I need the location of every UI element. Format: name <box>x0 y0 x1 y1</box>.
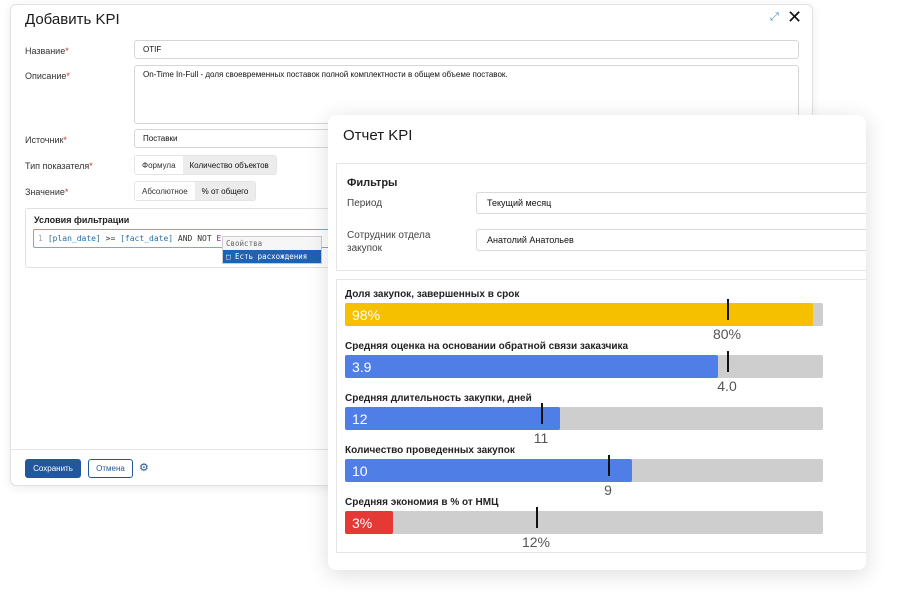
metric-target-marker <box>541 403 543 424</box>
source-label: Источник* <box>25 135 67 145</box>
metric-value: 10 <box>352 463 368 479</box>
name-field[interactable]: OTIF <box>134 40 799 59</box>
report-title: Отчет KPI <box>343 127 413 144</box>
code-operator: >= <box>105 234 116 243</box>
metric-target-marker <box>727 299 729 320</box>
metric-title: Доля закупок, завершенных в срок <box>345 289 520 300</box>
filters-title: Фильтры <box>347 177 398 189</box>
code-field-fact: [fact_date] <box>120 234 174 243</box>
value-percent[interactable]: % от общего <box>194 182 256 200</box>
metric-title: Средняя экономия в % от НМЦ <box>345 497 499 508</box>
close-icon[interactable]: ✕ <box>787 7 803 27</box>
autocomplete-item[interactable]: □ Есть расхождения <box>223 250 321 263</box>
metric-target-label: 4.0 <box>717 378 737 394</box>
indicator-type-toggle: Формула Количество объектов <box>134 155 277 175</box>
value-label: Значение* <box>25 187 69 197</box>
metric-target-marker <box>608 455 610 476</box>
save-button[interactable]: Сохранить <box>25 459 81 478</box>
metrics-card <box>336 279 866 553</box>
metric-title: Количество проведенных закупок <box>345 445 515 456</box>
metric-bar-track: 98% 80% <box>345 299 823 342</box>
filter-code-editor[interactable]: 1[plan_date] >= [fact_date] AND NOT Есть <box>33 229 373 248</box>
period-label: Период <box>347 198 383 209</box>
metric-bar-fill: 12 <box>345 407 560 430</box>
metric-title: Средняя оценка на основании обратной свя… <box>345 341 629 352</box>
metric-target-marker <box>727 351 729 372</box>
metric-target-label: 12% <box>521 534 551 550</box>
metric-value: 3.9 <box>352 359 372 375</box>
metric-bar-track: 10 9 <box>345 455 823 498</box>
metric-target-marker <box>536 507 538 528</box>
code-field-plan: [plan_date] <box>47 234 101 243</box>
name-label: Название* <box>25 46 69 56</box>
indicator-type-count[interactable]: Количество объектов <box>182 156 276 174</box>
gear-icon[interactable]: ⚙ <box>139 462 149 474</box>
kpi-report-panel: Отчет KPI Фильтры Период Текущий месяц С… <box>328 115 866 570</box>
source-select[interactable]: Поставки <box>134 129 334 148</box>
cancel-button[interactable]: Отмена <box>88 459 133 478</box>
metric-target-label: 80% <box>712 326 742 342</box>
autocomplete-dropdown: Свойства □ Есть расхождения <box>222 236 322 264</box>
autocomplete-header: Свойства <box>223 237 321 250</box>
metric-bar-fill: 3.9 <box>345 355 718 378</box>
employee-label: Сотрудник отдела закупок <box>347 230 431 254</box>
metric-bar-fill: 98% <box>345 303 813 326</box>
line-number: 1 <box>38 234 43 243</box>
filter-title: Условия фильтрации <box>34 215 130 225</box>
metric-value: 3% <box>352 515 373 531</box>
value-absolute[interactable]: Абсолютное <box>135 182 195 200</box>
indicator-type-label: Тип показателя* <box>25 161 93 171</box>
description-label: Описание* <box>25 71 70 81</box>
metric-value: 12 <box>352 411 368 427</box>
metric-bar-track: 12 11 <box>345 403 823 446</box>
metric-target-label: 11 <box>533 430 549 446</box>
metric-bar-fill: 10 <box>345 459 632 482</box>
metric-title: Средняя длительность закупки, дней <box>345 393 532 404</box>
metric-value: 98% <box>352 307 381 323</box>
expand-icon[interactable]: ⤢ <box>770 11 779 23</box>
metric-bar-fill: 3% <box>345 511 393 534</box>
metric-bar-track: 3% 12% <box>345 507 823 550</box>
value-toggle: Абсолютное % от общего <box>134 181 257 201</box>
filters-card: Фильтры Период Текущий месяц Сотрудник о… <box>336 163 866 271</box>
employee-select[interactable]: Анатолий Анатольев <box>476 229 866 251</box>
period-select[interactable]: Текущий месяц <box>476 192 866 214</box>
metric-bar-track: 3.9 4.0 <box>345 351 823 394</box>
metric-target-label: 9 <box>604 482 612 498</box>
dialog-title: Добавить KPI <box>25 11 120 28</box>
indicator-type-formula[interactable]: Формула <box>135 156 183 174</box>
code-and-not: AND NOT <box>177 234 212 243</box>
